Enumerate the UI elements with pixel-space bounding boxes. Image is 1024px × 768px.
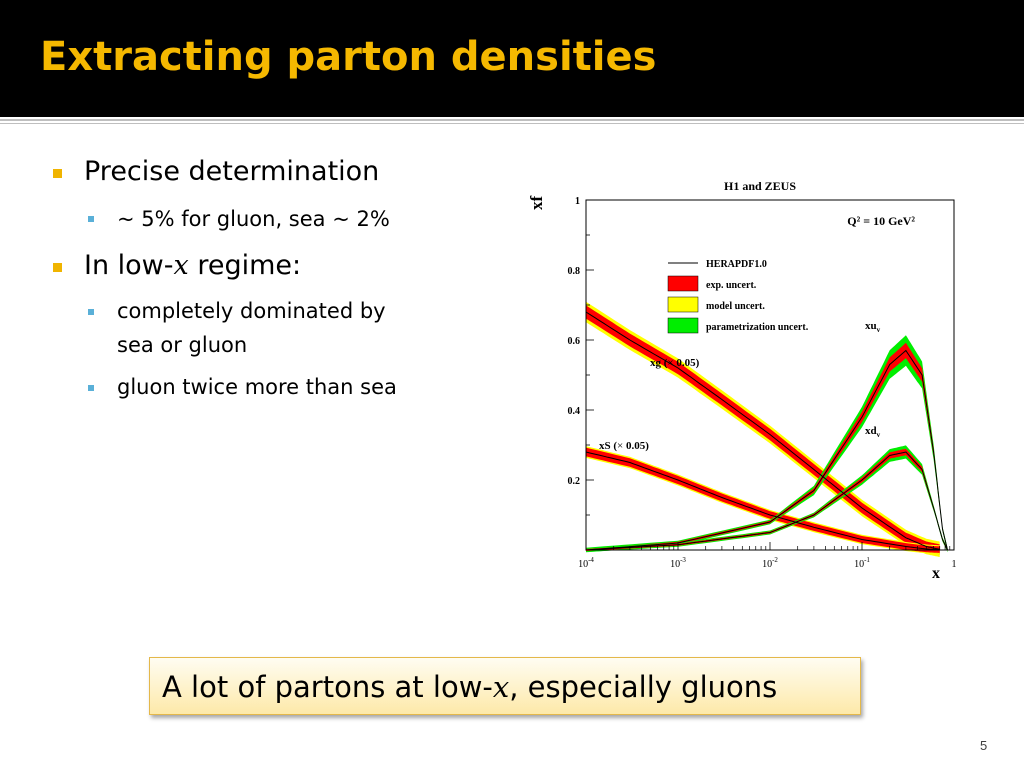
y-tick-label: 1: [575, 196, 580, 207]
y-tick-label: 0.2: [568, 476, 581, 487]
bullet-text: sea or gluon: [117, 333, 248, 357]
x-tick-label: 10-3: [670, 556, 686, 570]
bullet-precise-determination: Precise determination: [84, 156, 379, 187]
page-number: 5: [980, 738, 988, 753]
central-curves: [585, 311, 948, 551]
curve-label: xdv: [865, 425, 881, 439]
uncertainty-band-exp: [586, 448, 948, 551]
legend-label: model uncert.: [706, 301, 765, 312]
sub-bullet-dominated: completely dominated by: [117, 299, 386, 323]
callout-text-tail: , especially gluons: [509, 670, 778, 704]
pdf-chart: 0.2 0.4 0.6 0.8 1 10-4 10-3 10-2 10-1 1 H1 and Z…: [527, 179, 957, 582]
bullet-square-icon: [53, 263, 62, 272]
y-tick-label: 0.8: [568, 266, 581, 277]
y-tick-label: 0.6: [568, 336, 581, 347]
divider: [0, 119, 1024, 121]
y-tick-label: 0.4: [568, 406, 581, 417]
math-variable-x: x: [492, 670, 510, 704]
x-tick-label: 10-4: [578, 556, 594, 570]
curve-label: xg (× 0.05): [650, 357, 700, 369]
legend-label: HERAPDF1.0: [706, 259, 767, 270]
legend-swatch: [667, 275, 699, 292]
divider-thin: [0, 123, 1024, 124]
bullet-text: In low-: [84, 250, 174, 281]
bullet-text: Precise determination: [84, 156, 380, 187]
callout-text-head: A lot of partons at low-: [162, 670, 493, 704]
bullet-low-x-regime: In low-x regime:: [84, 250, 301, 281]
sub-bullet-uncertainty: ~ 5% for gluon, sea ~ 2%: [117, 207, 390, 231]
uncertainty-band-exp: [586, 447, 940, 553]
curve-labels: xg (× 0.05) xS (× 0.05) xuv xdv: [599, 320, 881, 452]
sub-bullet-square-icon: [88, 385, 94, 391]
x-tick-label: 10-2: [762, 556, 778, 570]
slide-title: Extracting parton densities: [40, 34, 657, 80]
uncertainty-bands: [586, 301, 948, 557]
sub-bullet-square-icon: [88, 216, 94, 222]
curve-label: xS (× 0.05): [599, 440, 649, 452]
y-tick-labels: 0.2 0.4 0.6 0.8 1: [568, 196, 581, 487]
bullet-text: ~ 5% for gluon, sea ~ 2%: [117, 207, 390, 231]
axis-ticks: [585, 199, 955, 550]
x-axis-label: x: [932, 565, 940, 582]
chart-legend: HERAPDF1.0 exp. uncert. model uncert. param…: [667, 259, 809, 334]
legend-swatch: [667, 317, 699, 334]
sub-bullet-dominated-continued: sea or gluon: [117, 333, 247, 357]
legend-swatch: [667, 296, 699, 313]
legend-label: parametrization uncert.: [706, 322, 809, 333]
sub-bullet-gluon-twice: gluon twice more than sea: [117, 375, 397, 399]
x-tick-label: 1: [952, 559, 957, 570]
central-curve: [585, 451, 948, 551]
bullet-text: gluon twice more than sea: [117, 375, 397, 399]
central-curve: [585, 349, 948, 551]
bullet-square-icon: [53, 169, 62, 178]
central-curve: [585, 311, 940, 550]
callout-box: A lot of partons at low-x, especially gl…: [149, 657, 861, 715]
title-bar: [0, 0, 1024, 117]
chart-scale-label: Q² = 10 GeV²: [847, 214, 915, 228]
x-tick-labels: 10-4 10-3 10-2 10-1 1: [578, 556, 956, 570]
bullet-text-tail: regime:: [188, 250, 302, 281]
y-axis-label: xf: [527, 196, 546, 211]
x-tick-label: 10-1: [854, 556, 870, 570]
bullet-text: completely dominated by: [117, 299, 386, 323]
curve-label: xuv: [865, 320, 881, 334]
plot-frame: [585, 199, 955, 551]
math-variable-x: x: [173, 250, 189, 281]
uncertainty-band-exp: [586, 342, 948, 552]
sub-bullet-square-icon: [88, 309, 94, 315]
legend-label: exp. uncert.: [706, 280, 757, 291]
central-curve: [585, 451, 940, 551]
callout-text: A lot of partons at low-x, especially gl…: [162, 670, 777, 704]
chart-title: H1 and ZEUS: [724, 179, 796, 193]
